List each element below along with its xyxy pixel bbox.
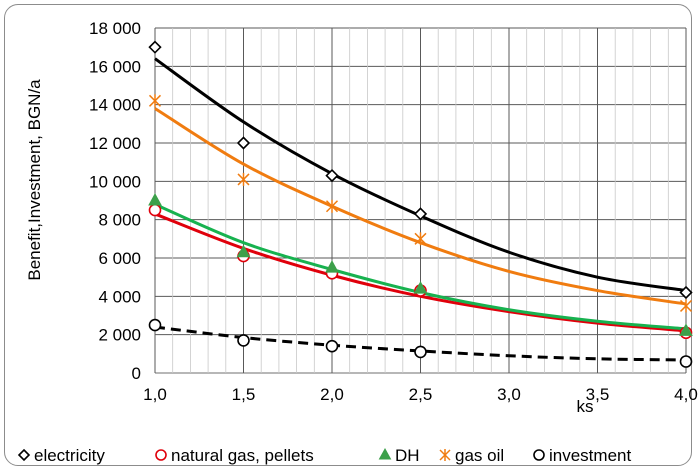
data-point-gas-oil (237, 172, 250, 186)
legend-item-dh: DH (378, 446, 420, 465)
data-point-dh (325, 260, 339, 273)
legend-label-dh: DH (395, 446, 420, 465)
data-point-natural-gas-pellets (148, 203, 162, 217)
data-point-investment (679, 355, 693, 368)
y-tick-label: 14 000 (89, 96, 141, 115)
x-tick-label: 2,0 (320, 385, 344, 404)
legend-marker-electricity (17, 448, 31, 462)
x-tick-label: 3,5 (586, 385, 610, 404)
data-point-electricity (413, 207, 428, 221)
data-point-electricity (148, 40, 162, 54)
data-point-electricity (679, 285, 693, 300)
x-axis-title: ks (577, 397, 594, 416)
y-tick-label: 16 000 (89, 57, 141, 76)
legend-label-investment: investment (549, 446, 631, 465)
x-tick-label: 2,5 (409, 385, 433, 404)
y-tick-label: 12 000 (89, 134, 141, 153)
legend-item-natural-gas-pellets: natural gas, pellets (155, 446, 314, 465)
data-point-gas-oil (148, 94, 162, 108)
data-point-investment (148, 318, 162, 332)
x-tick-label: 4,0 (674, 385, 698, 404)
data-point-gas-oil (414, 232, 427, 246)
data-point-electricity (236, 136, 251, 150)
legend-item-investment: investment (533, 446, 631, 465)
legend-marker-dh (378, 447, 392, 460)
y-tick-label: 18 000 (89, 19, 141, 38)
x-tick-label: 1,5 (232, 385, 256, 404)
legend-label-gas-oil: gas oil (455, 446, 504, 465)
y-tick-label: 4 000 (98, 287, 141, 306)
y-tick-label: 2 000 (98, 326, 141, 345)
data-point-investment (325, 339, 339, 353)
x-tick-label: 1,0 (143, 385, 167, 404)
x-tick-label: 3,0 (497, 385, 521, 404)
legend: electricity natural gas, pellets DH gas oil… (17, 446, 631, 465)
legend-marker-investment (533, 449, 545, 461)
legend-label-electricity: electricity (34, 446, 105, 465)
grid-layer (154, 27, 687, 374)
legend-marker-gas-oil (439, 449, 451, 461)
data-point-dh (236, 244, 251, 258)
y-tick-label: 8 000 (98, 211, 141, 230)
legend-item-electricity: electricity (17, 446, 105, 465)
data-point-electricity (325, 168, 339, 183)
data-point-dh (413, 281, 428, 294)
y-tick-label: 6 000 (98, 249, 141, 268)
chart-frame (4, 4, 692, 466)
data-point-dh (148, 192, 162, 206)
legend-label-natural-gas-pellets: natural gas, pellets (171, 446, 314, 465)
data-point-gas-oil (325, 199, 339, 213)
y-tick-label: 0 (132, 364, 141, 383)
data-point-gas-oil (679, 299, 693, 313)
data-point-investment (414, 345, 427, 359)
legend-item-gas-oil: gas oil (439, 446, 504, 465)
legend-marker-natural-gas-pellets (155, 449, 167, 461)
tick-label-layer: 0 2 000 4 000 6 000 8 000 10 000 12 000 14 000 1… (89, 19, 698, 404)
data-point-investment (237, 334, 250, 347)
marker-layer (148, 40, 693, 368)
y-tick-label: 10 000 (89, 172, 141, 191)
y-axis-title: Benefit,Investment, BGN/a (25, 79, 44, 281)
data-point-dh (679, 323, 693, 336)
